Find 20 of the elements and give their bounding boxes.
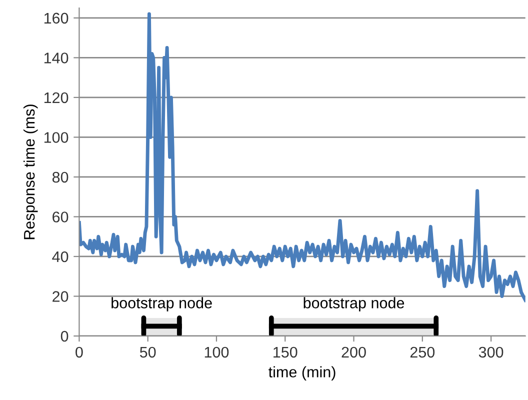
y-axis-title: Response time (ms) [24, 104, 38, 240]
x-tick-label: 0 [76, 346, 83, 358]
x-tick-label: 250 [410, 346, 435, 358]
y-tick-label: 20 [52, 291, 68, 302]
y-tick-label: 0 [60, 330, 68, 342]
y-tick-label: 140 [44, 52, 68, 64]
band-label: bootstrap node [112, 297, 212, 312]
x-axis-title: time (min) [268, 366, 336, 380]
y-tick-label: 60 [52, 212, 68, 222]
band-label: bootstrap node [304, 297, 404, 312]
x-tick-label: 300 [478, 346, 504, 358]
x-tick-label: 50 [140, 346, 156, 358]
y-tick-label: 40 [52, 251, 68, 262]
y-tick-label: 100 [44, 132, 68, 143]
y-tick-label: 80 [52, 172, 68, 183]
y-tick-label: 160 [44, 12, 68, 24]
x-tick-label: 150 [274, 346, 298, 358]
x-tick-label: 100 [204, 346, 229, 358]
y-tick-label: 120 [44, 92, 68, 104]
x-tick-label: 200 [342, 346, 366, 358]
